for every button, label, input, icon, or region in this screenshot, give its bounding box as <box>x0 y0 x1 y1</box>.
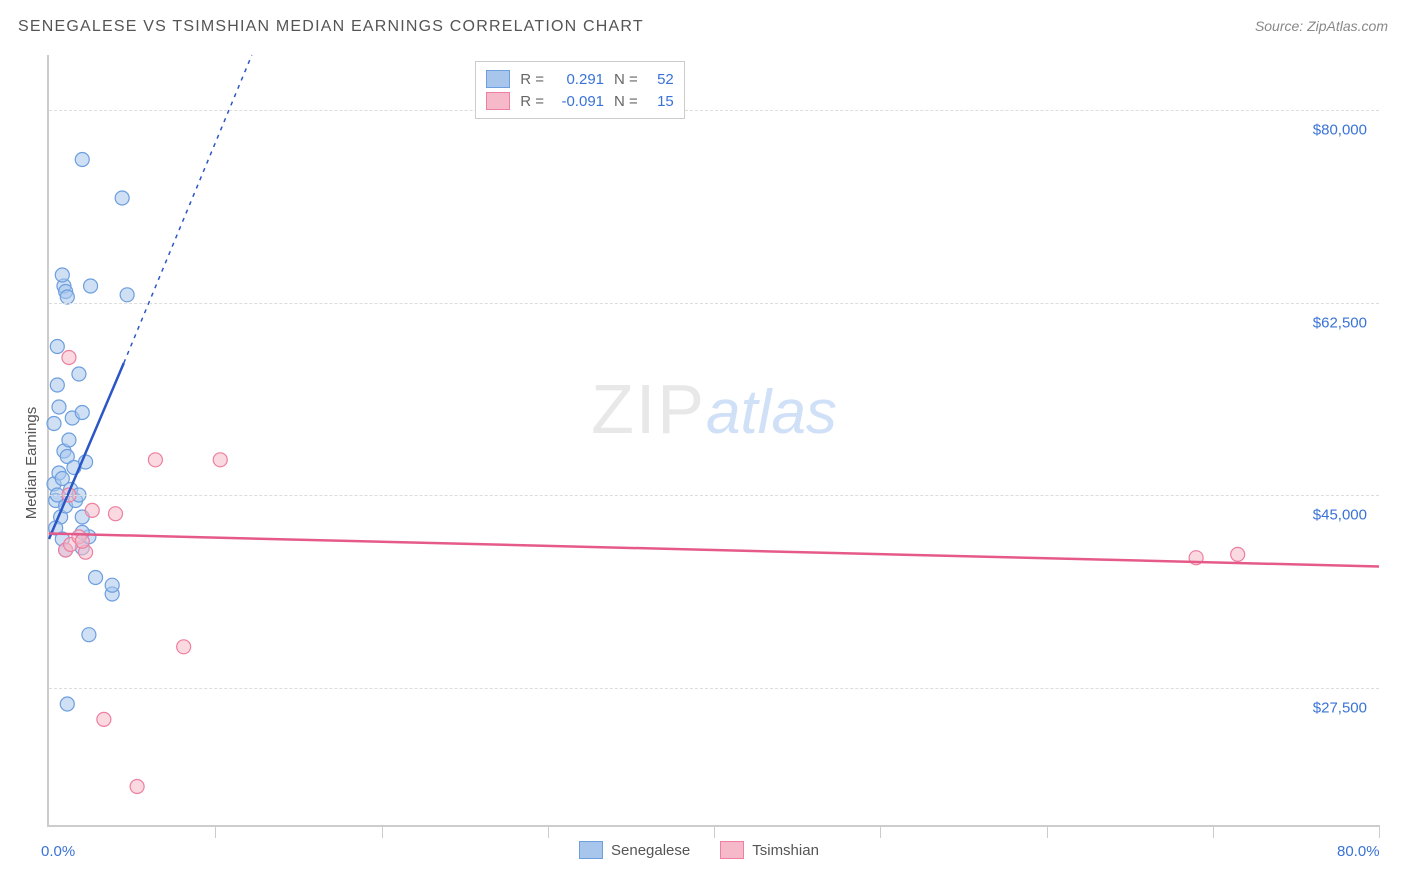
x-tick <box>215 825 216 838</box>
x-tick <box>1379 825 1380 838</box>
gridline <box>49 110 1379 111</box>
stats-legend-row: R = -0.091 N = 15 <box>486 90 674 112</box>
x-tick <box>1213 825 1214 838</box>
series-legend-label: Tsimshian <box>752 842 819 859</box>
n-label: N = <box>614 93 638 110</box>
series-legend: Senegalese Tsimshian <box>579 841 819 859</box>
r-label: R = <box>520 93 544 110</box>
data-point-senegalese <box>50 340 64 354</box>
data-point-senegalese <box>50 378 64 392</box>
r-label: R = <box>520 71 544 88</box>
data-point-tsimshian <box>148 453 162 467</box>
x-tick <box>548 825 549 838</box>
x-tick <box>382 825 383 838</box>
data-point-senegalese <box>52 400 66 414</box>
gridline <box>49 303 1379 304</box>
data-point-senegalese <box>84 279 98 293</box>
plot-area: ZIPatlas $80,000$62,500$45,000$27,500 <box>47 55 1379 827</box>
gridline <box>49 495 1379 496</box>
data-point-senegalese <box>120 288 134 302</box>
r-value: -0.091 <box>554 93 604 110</box>
y-tick-label: $62,500 <box>1313 314 1367 331</box>
n-label: N = <box>614 71 638 88</box>
x-min-label: 0.0% <box>41 843 75 860</box>
data-point-tsimshian <box>177 640 191 654</box>
data-point-senegalese <box>89 571 103 585</box>
plot-svg <box>49 55 1379 825</box>
r-value: 0.291 <box>554 71 604 88</box>
n-value: 52 <box>648 71 674 88</box>
series-legend-item: Senegalese <box>579 841 690 859</box>
data-point-senegalese <box>75 406 89 420</box>
gridline <box>49 688 1379 689</box>
data-point-senegalese <box>55 268 69 282</box>
x-max-label: 80.0% <box>1337 843 1380 860</box>
data-point-tsimshian <box>109 507 123 521</box>
data-point-senegalese <box>47 417 61 431</box>
data-point-tsimshian <box>130 780 144 794</box>
data-point-senegalese <box>82 628 96 642</box>
data-point-senegalese <box>75 153 89 167</box>
y-tick-label: $80,000 <box>1313 122 1367 139</box>
legend-swatch <box>579 841 603 859</box>
data-point-tsimshian <box>213 453 227 467</box>
x-tick <box>1047 825 1048 838</box>
data-point-tsimshian <box>85 503 99 517</box>
data-point-senegalese <box>62 433 76 447</box>
stats-legend-row: R = 0.291 N = 52 <box>486 68 674 90</box>
data-point-tsimshian <box>62 351 76 365</box>
y-tick-label: $45,000 <box>1313 507 1367 524</box>
x-tick <box>880 825 881 838</box>
x-tick <box>714 825 715 838</box>
legend-swatch <box>720 841 744 859</box>
series-legend-item: Tsimshian <box>720 841 819 859</box>
data-point-tsimshian <box>75 534 89 548</box>
y-axis-label: Median Earnings <box>23 407 40 520</box>
data-point-senegalese <box>115 191 129 205</box>
data-point-tsimshian <box>1231 547 1245 561</box>
data-point-senegalese <box>60 697 74 711</box>
y-tick-label: $27,500 <box>1313 699 1367 716</box>
data-point-senegalese <box>105 578 119 592</box>
data-point-senegalese <box>72 367 86 381</box>
source-label: Source: ZipAtlas.com <box>1255 18 1388 34</box>
legend-swatch <box>486 70 510 88</box>
legend-swatch <box>486 92 510 110</box>
n-value: 15 <box>648 93 674 110</box>
stats-legend: R = 0.291 N = 52 R = -0.091 N = 15 <box>475 61 685 119</box>
chart-title: SENEGALESE VS TSIMSHIAN MEDIAN EARNINGS … <box>18 18 644 35</box>
series-legend-label: Senegalese <box>611 842 690 859</box>
data-point-tsimshian <box>97 712 111 726</box>
